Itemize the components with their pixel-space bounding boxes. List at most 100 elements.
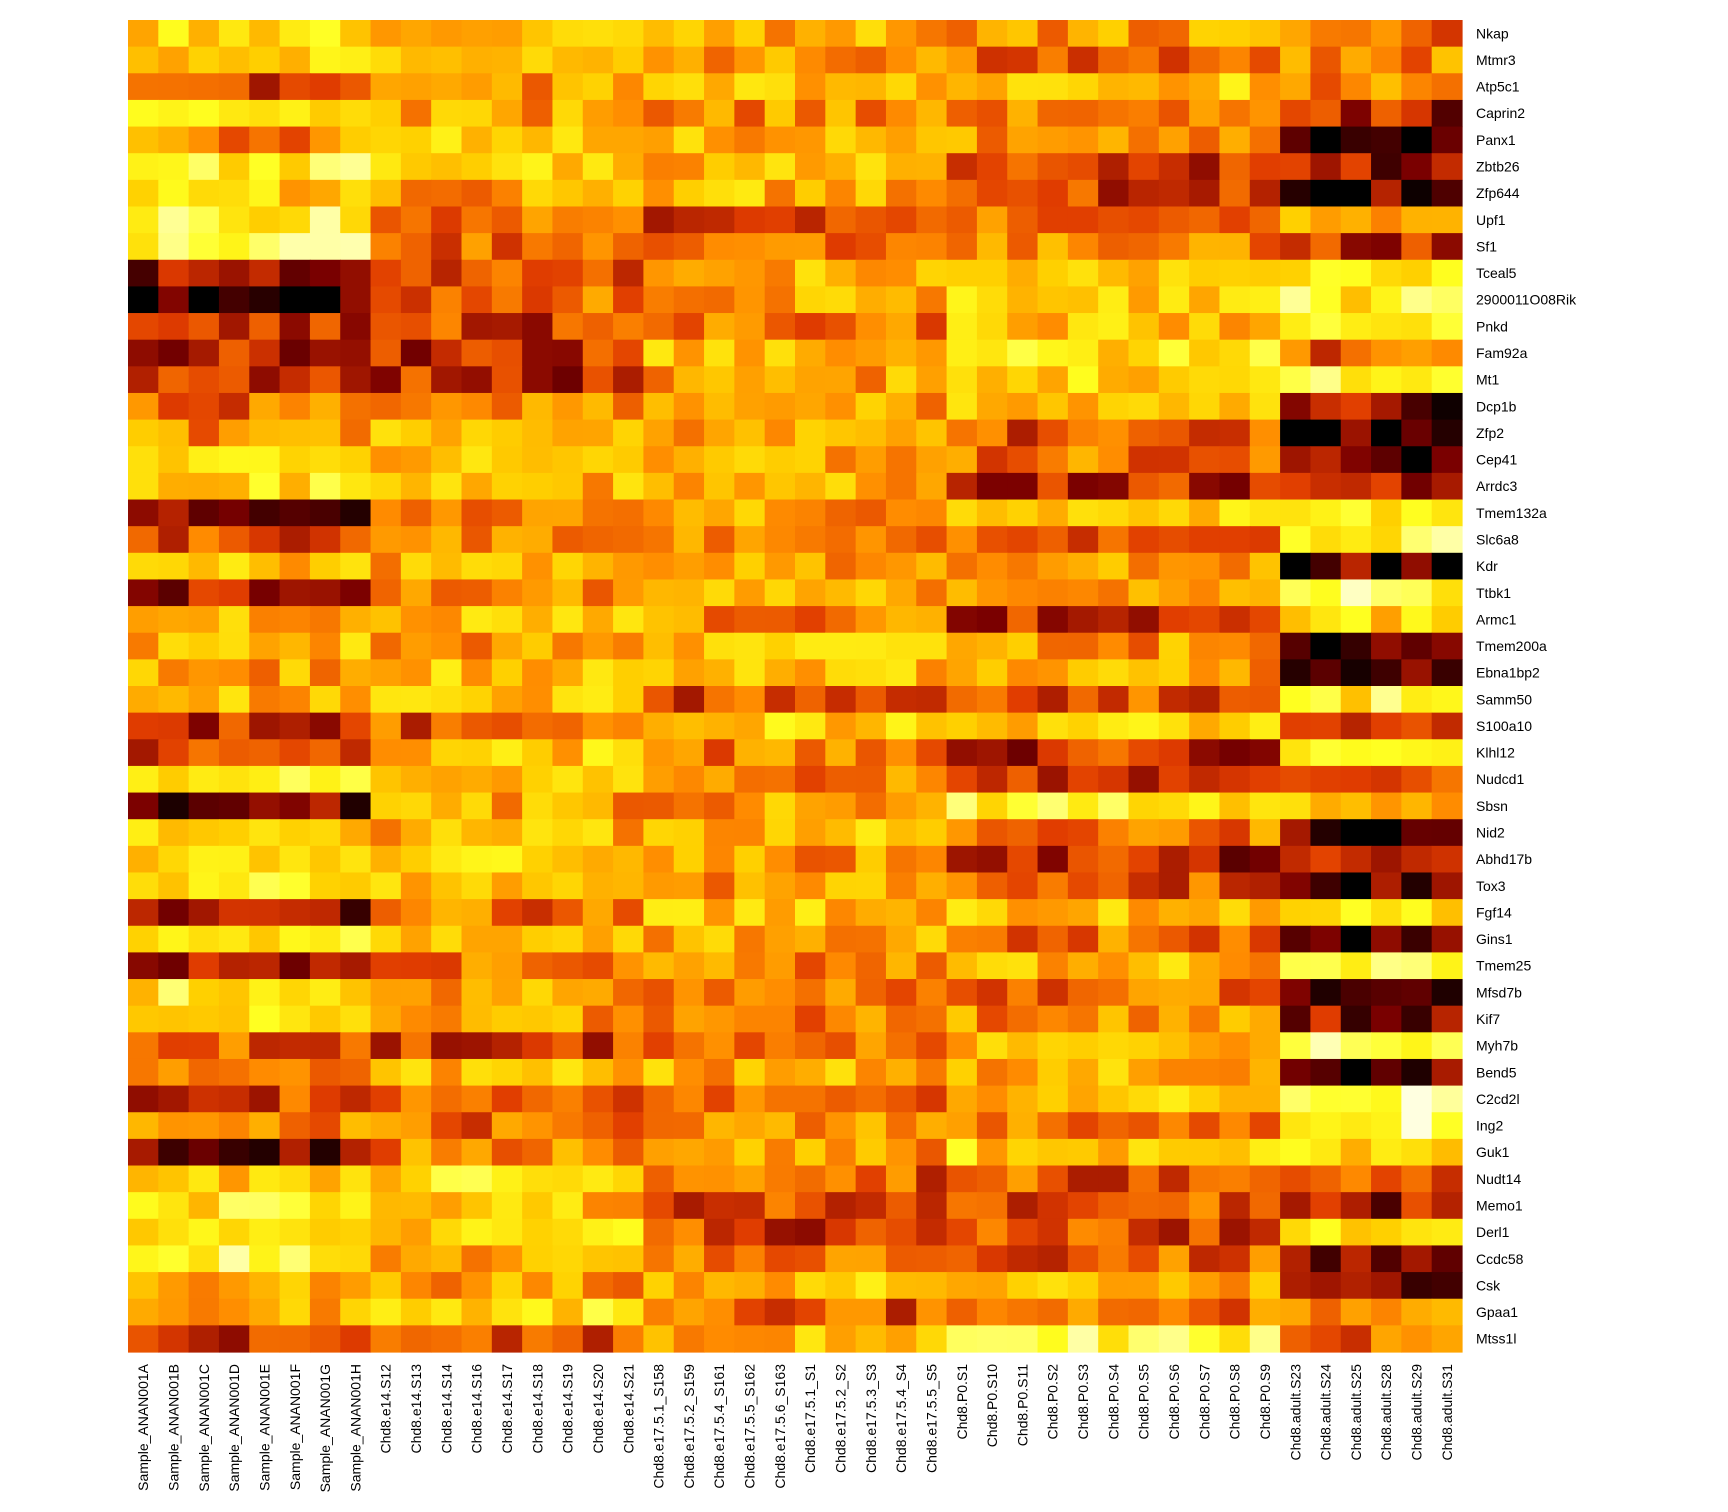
heatmap-cell — [1189, 792, 1221, 820]
column-label: Chd8.P0.S6 — [1166, 1364, 1182, 1440]
heatmap-cell — [825, 952, 857, 980]
heatmap-cell — [309, 1032, 341, 1060]
heatmap-cell — [1067, 233, 1099, 261]
heatmap-cell — [552, 686, 584, 714]
heatmap-cell — [1158, 1058, 1190, 1087]
heatmap-cell — [673, 1192, 705, 1220]
heatmap-cell — [673, 1085, 705, 1113]
heatmap-cell — [1007, 1192, 1039, 1220]
heatmap-cell — [249, 286, 281, 314]
heatmap-cell — [400, 792, 432, 820]
heatmap-cell — [1037, 872, 1069, 900]
heatmap-cell — [400, 313, 432, 341]
heatmap-cell — [1310, 286, 1342, 314]
heatmap-cell — [1401, 366, 1433, 394]
heatmap-cell — [1401, 712, 1433, 740]
heatmap-cell — [1158, 1032, 1190, 1060]
heatmap-cell — [643, 1192, 675, 1220]
heatmap-cell — [764, 499, 796, 527]
row-label: Ing2 — [1476, 1118, 1503, 1134]
row-label: Gpaa1 — [1476, 1304, 1518, 1320]
heatmap-cell — [309, 20, 341, 48]
heatmap-cell — [1098, 1058, 1130, 1087]
heatmap-cell — [340, 153, 372, 181]
heatmap-cell — [522, 46, 554, 74]
heatmap-cell — [1249, 526, 1281, 554]
column-label: Sample_ANAN001H — [347, 1364, 363, 1492]
heatmap-cell — [461, 792, 493, 820]
heatmap-cell — [128, 446, 159, 474]
heatmap-cell — [1067, 686, 1099, 714]
heatmap-cell — [946, 73, 978, 101]
heatmap-cell — [1249, 872, 1281, 900]
heatmap-cell — [188, 99, 220, 128]
heatmap-cell — [552, 1272, 584, 1300]
heatmap-cell — [249, 1085, 281, 1113]
heatmap-cell — [461, 712, 493, 740]
heatmap-cell — [734, 1085, 766, 1113]
heatmap-cell — [825, 526, 857, 554]
heatmap-cell — [795, 392, 826, 421]
heatmap-cell — [946, 1245, 978, 1273]
heatmap-cell — [1431, 1245, 1463, 1273]
heatmap-cell — [431, 20, 463, 48]
heatmap-cell — [1067, 126, 1099, 154]
heatmap-cell — [673, 765, 705, 794]
heatmap-cell — [552, 126, 584, 154]
heatmap-cell — [218, 1005, 250, 1033]
heatmap-cell — [855, 259, 887, 287]
heatmap-cell — [522, 925, 554, 953]
heatmap-cell — [1340, 46, 1372, 74]
heatmap-cell — [218, 712, 250, 740]
row-label: Zbtb26 — [1476, 159, 1520, 175]
heatmap-cell — [552, 712, 584, 740]
heatmap-cell — [1249, 1165, 1281, 1193]
heatmap-cell — [1431, 526, 1463, 554]
heatmap-cell — [916, 819, 948, 847]
column-label: Sample_ANAN001A — [135, 1363, 151, 1491]
heatmap-cell — [188, 233, 220, 261]
heatmap-cell — [188, 1298, 220, 1326]
heatmap-cell — [279, 99, 311, 128]
heatmap-cell — [1310, 339, 1342, 367]
heatmap-cell — [340, 126, 372, 154]
heatmap-cell — [1371, 73, 1402, 101]
heatmap-cell — [370, 765, 402, 794]
column-label: Chd8.P0.S8 — [1227, 1364, 1243, 1440]
heatmap-cell — [522, 419, 554, 447]
heatmap-cell — [946, 20, 978, 48]
heatmap-cell — [1310, 1245, 1342, 1273]
heatmap-cell — [1280, 20, 1312, 48]
heatmap-cell — [128, 606, 159, 634]
heatmap-cell — [249, 313, 281, 341]
heatmap-cell — [1280, 1112, 1312, 1140]
heatmap-cell — [1158, 925, 1190, 953]
heatmap-cell — [613, 446, 645, 474]
heatmap-cell — [855, 233, 887, 261]
heatmap-cell — [885, 606, 917, 634]
heatmap-cell — [218, 872, 250, 900]
heatmap-cell — [613, 606, 645, 634]
heatmap-cell — [1067, 472, 1099, 501]
heatmap-cell — [1401, 819, 1433, 847]
heatmap-cell — [1249, 313, 1281, 341]
heatmap-cell — [1189, 339, 1221, 367]
heatmap-cell — [764, 1138, 796, 1167]
row-label: Guk1 — [1476, 1144, 1510, 1160]
heatmap-cell — [340, 1032, 372, 1060]
heatmap-cell — [976, 392, 1008, 421]
heatmap-cell — [188, 606, 220, 634]
heatmap-cell — [158, 1165, 190, 1193]
heatmap-cell — [1219, 792, 1251, 820]
heatmap-cell — [1219, 686, 1251, 714]
heatmap-cell — [1401, 1298, 1433, 1326]
heatmap-cell — [673, 659, 705, 687]
heatmap-cell — [1310, 20, 1342, 48]
heatmap-cell — [1007, 712, 1039, 740]
heatmap-cell — [279, 20, 311, 48]
heatmap-cell — [704, 1005, 735, 1033]
heatmap-cell — [1371, 179, 1402, 208]
heatmap-cell — [673, 153, 705, 181]
heatmap-cell — [643, 446, 675, 474]
heatmap-cell — [1371, 606, 1402, 634]
